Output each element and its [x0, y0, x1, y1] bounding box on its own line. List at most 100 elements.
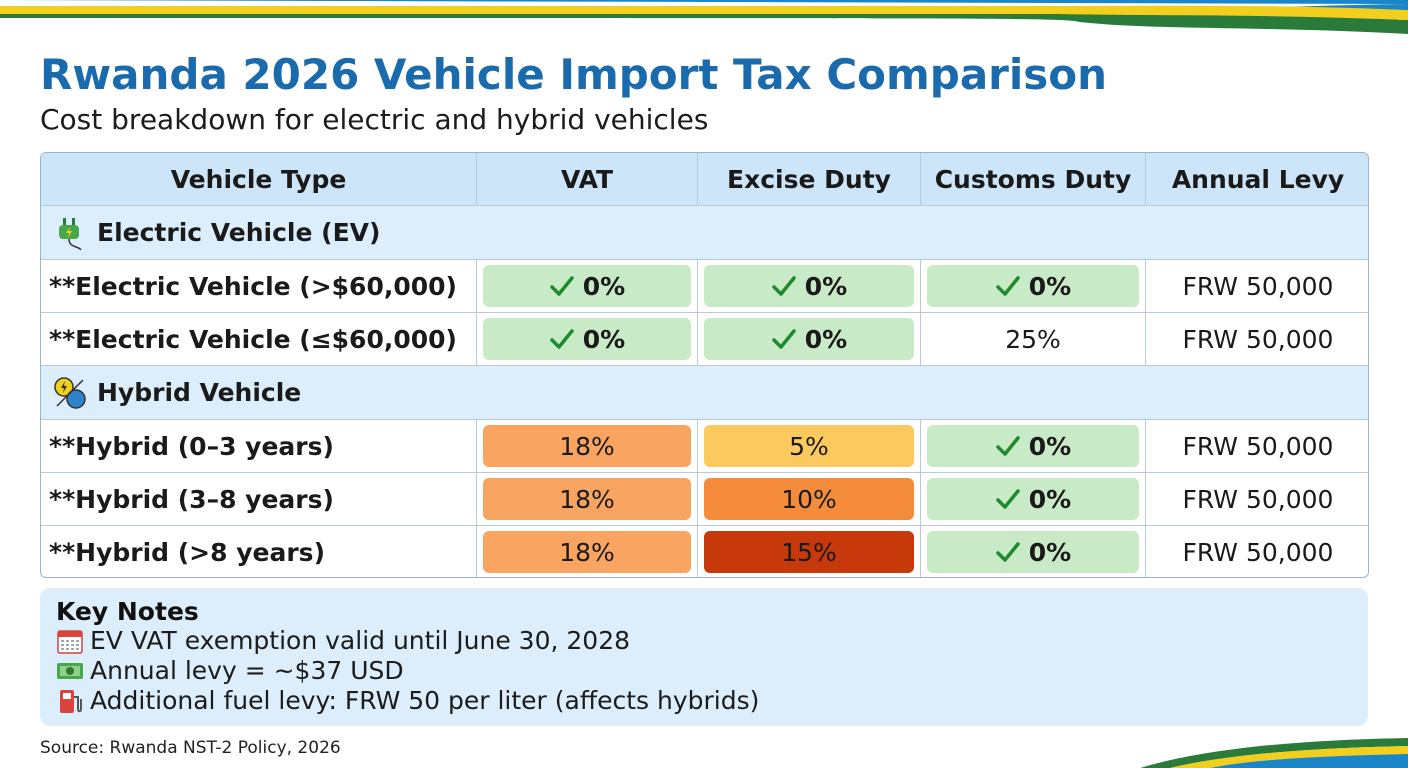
cell-pill: 0%: [704, 265, 914, 307]
cell-value: 5%: [789, 431, 829, 461]
cell-pill: 5%: [704, 425, 914, 467]
cell-pill: 18%: [483, 478, 691, 520]
note-text: Additional fuel levy: FRW 50 per liter (…: [90, 686, 760, 715]
stripe-yellow: [1170, 746, 1408, 768]
cell-value: 0%: [804, 271, 848, 301]
note-icon: [57, 662, 83, 679]
cell-value: FRW 50,000: [1182, 537, 1334, 567]
table-cell: 10%: [698, 473, 921, 526]
table-cell: FRW 50,000: [1146, 420, 1368, 473]
note-text: Annual levy = ~$37 USD: [90, 656, 404, 685]
table-cell: 0%: [698, 260, 921, 313]
stripe-green: [0, 14, 1408, 34]
note-icon: [57, 629, 83, 654]
table-cell: 0%: [477, 260, 698, 313]
cell-value: 18%: [559, 431, 615, 461]
check-icon: [996, 436, 1020, 456]
cell-value: 0%: [1028, 431, 1072, 461]
table-cell: FRW 50,000: [1146, 260, 1368, 313]
stripe-green: [1140, 738, 1408, 768]
column-header: Customs Duty: [921, 153, 1146, 206]
check-icon: [772, 329, 796, 349]
row-label: **Hybrid (3–8 years): [41, 473, 477, 526]
header-text: Annual Levy: [1171, 164, 1345, 194]
row-label: **Hybrid (0–3 years): [41, 420, 477, 473]
column-header: VAT: [477, 153, 698, 206]
table-cell: 25%: [921, 313, 1146, 366]
cell-value: 0%: [1028, 271, 1072, 301]
table-cell: FRW 50,000: [1146, 526, 1368, 577]
table-cell: 18%: [477, 526, 698, 577]
cell-value: 25%: [1005, 324, 1061, 354]
stripe-yellow: [0, 5, 1408, 20]
table-cell: 5%: [698, 420, 921, 473]
top-stripes: [0, 0, 1408, 34]
section-label: Electric Vehicle (EV): [97, 218, 381, 247]
subtitle: Cost breakdown for electric and hybrid v…: [40, 103, 709, 136]
cell-value: FRW 50,000: [1182, 324, 1334, 354]
table-cell: 18%: [477, 420, 698, 473]
cell-value: FRW 50,000: [1182, 431, 1334, 461]
row-label: **Hybrid (>8 years): [41, 526, 477, 577]
header-text: Customs Duty: [934, 164, 1132, 194]
note-item: Additional fuel levy: FRW 50 per liter (…: [56, 686, 759, 715]
column-header: Annual Levy: [1146, 153, 1368, 206]
check-icon: [550, 276, 574, 296]
table-cell: 0%: [921, 260, 1146, 313]
table-cell: FRW 50,000: [1146, 473, 1368, 526]
source: Source: Rwanda NST-2 Policy, 2026: [40, 738, 341, 758]
table-cell: 0%: [921, 526, 1146, 577]
table-cell: FRW 50,000: [1146, 313, 1368, 366]
note-item: Annual levy = ~$37 USD: [56, 656, 404, 685]
check-icon: [772, 276, 796, 296]
cell-value: FRW 50,000: [1182, 271, 1334, 301]
header-text: VAT: [560, 164, 614, 194]
cell-value: 0%: [582, 271, 626, 301]
cell-value: 18%: [559, 537, 615, 567]
notes-box: [40, 588, 1368, 726]
section-icon: [59, 217, 82, 250]
section-row: Electric Vehicle (EV): [41, 206, 1368, 260]
cell-pill: 10%: [704, 478, 914, 520]
column-header: Excise Duty: [698, 153, 921, 206]
cell-value: 18%: [559, 484, 615, 514]
header-text: Vehicle Type: [170, 164, 347, 194]
row-label: **Electric Vehicle (>$60,000): [41, 260, 477, 313]
table-cell: 15%: [698, 526, 921, 577]
cell-pill: 0%: [927, 425, 1139, 467]
column-header: Vehicle Type: [41, 153, 477, 206]
table-cell: 0%: [921, 473, 1146, 526]
cell-pill: 0%: [483, 318, 691, 360]
check-icon: [550, 329, 574, 349]
check-icon: [996, 542, 1020, 562]
table-cell: 0%: [698, 313, 921, 366]
table-cell: 0%: [477, 313, 698, 366]
cell-value: 15%: [781, 537, 837, 567]
check-icon: [996, 276, 1020, 296]
stripe-blue: [0, 0, 1408, 22]
cell-pill: 0%: [927, 531, 1139, 573]
section-icon: [54, 376, 86, 409]
bottom-stripes: [1140, 738, 1408, 768]
tax-table: Vehicle Type VAT Excise Duty Customs Duty An…: [40, 152, 1369, 578]
cell-value: FRW 50,000: [1182, 484, 1334, 514]
cell-pill: 0%: [927, 265, 1139, 307]
cell-pill: 0%: [927, 478, 1139, 520]
row-label: **Electric Vehicle (≤$60,000): [41, 313, 477, 366]
cell-value: 10%: [781, 484, 837, 514]
cell-pill: 18%: [483, 531, 691, 573]
cell-value: 0%: [582, 324, 626, 354]
note-item: EV VAT exemption valid until June 30, 20…: [56, 626, 630, 655]
table-cell: 18%: [477, 473, 698, 526]
header-text: Excise Duty: [727, 164, 891, 194]
cell-pill: 0%: [704, 318, 914, 360]
note-icon: [60, 689, 82, 713]
note-text: EV VAT exemption valid until June 30, 20…: [90, 626, 631, 655]
cell-value: 0%: [1028, 537, 1072, 567]
check-icon: [996, 489, 1020, 509]
cell-pill: 18%: [483, 425, 691, 467]
stripe-blue: [1210, 754, 1408, 768]
section-row: Hybrid Vehicle: [41, 366, 1368, 420]
table-cell: 0%: [921, 420, 1146, 473]
